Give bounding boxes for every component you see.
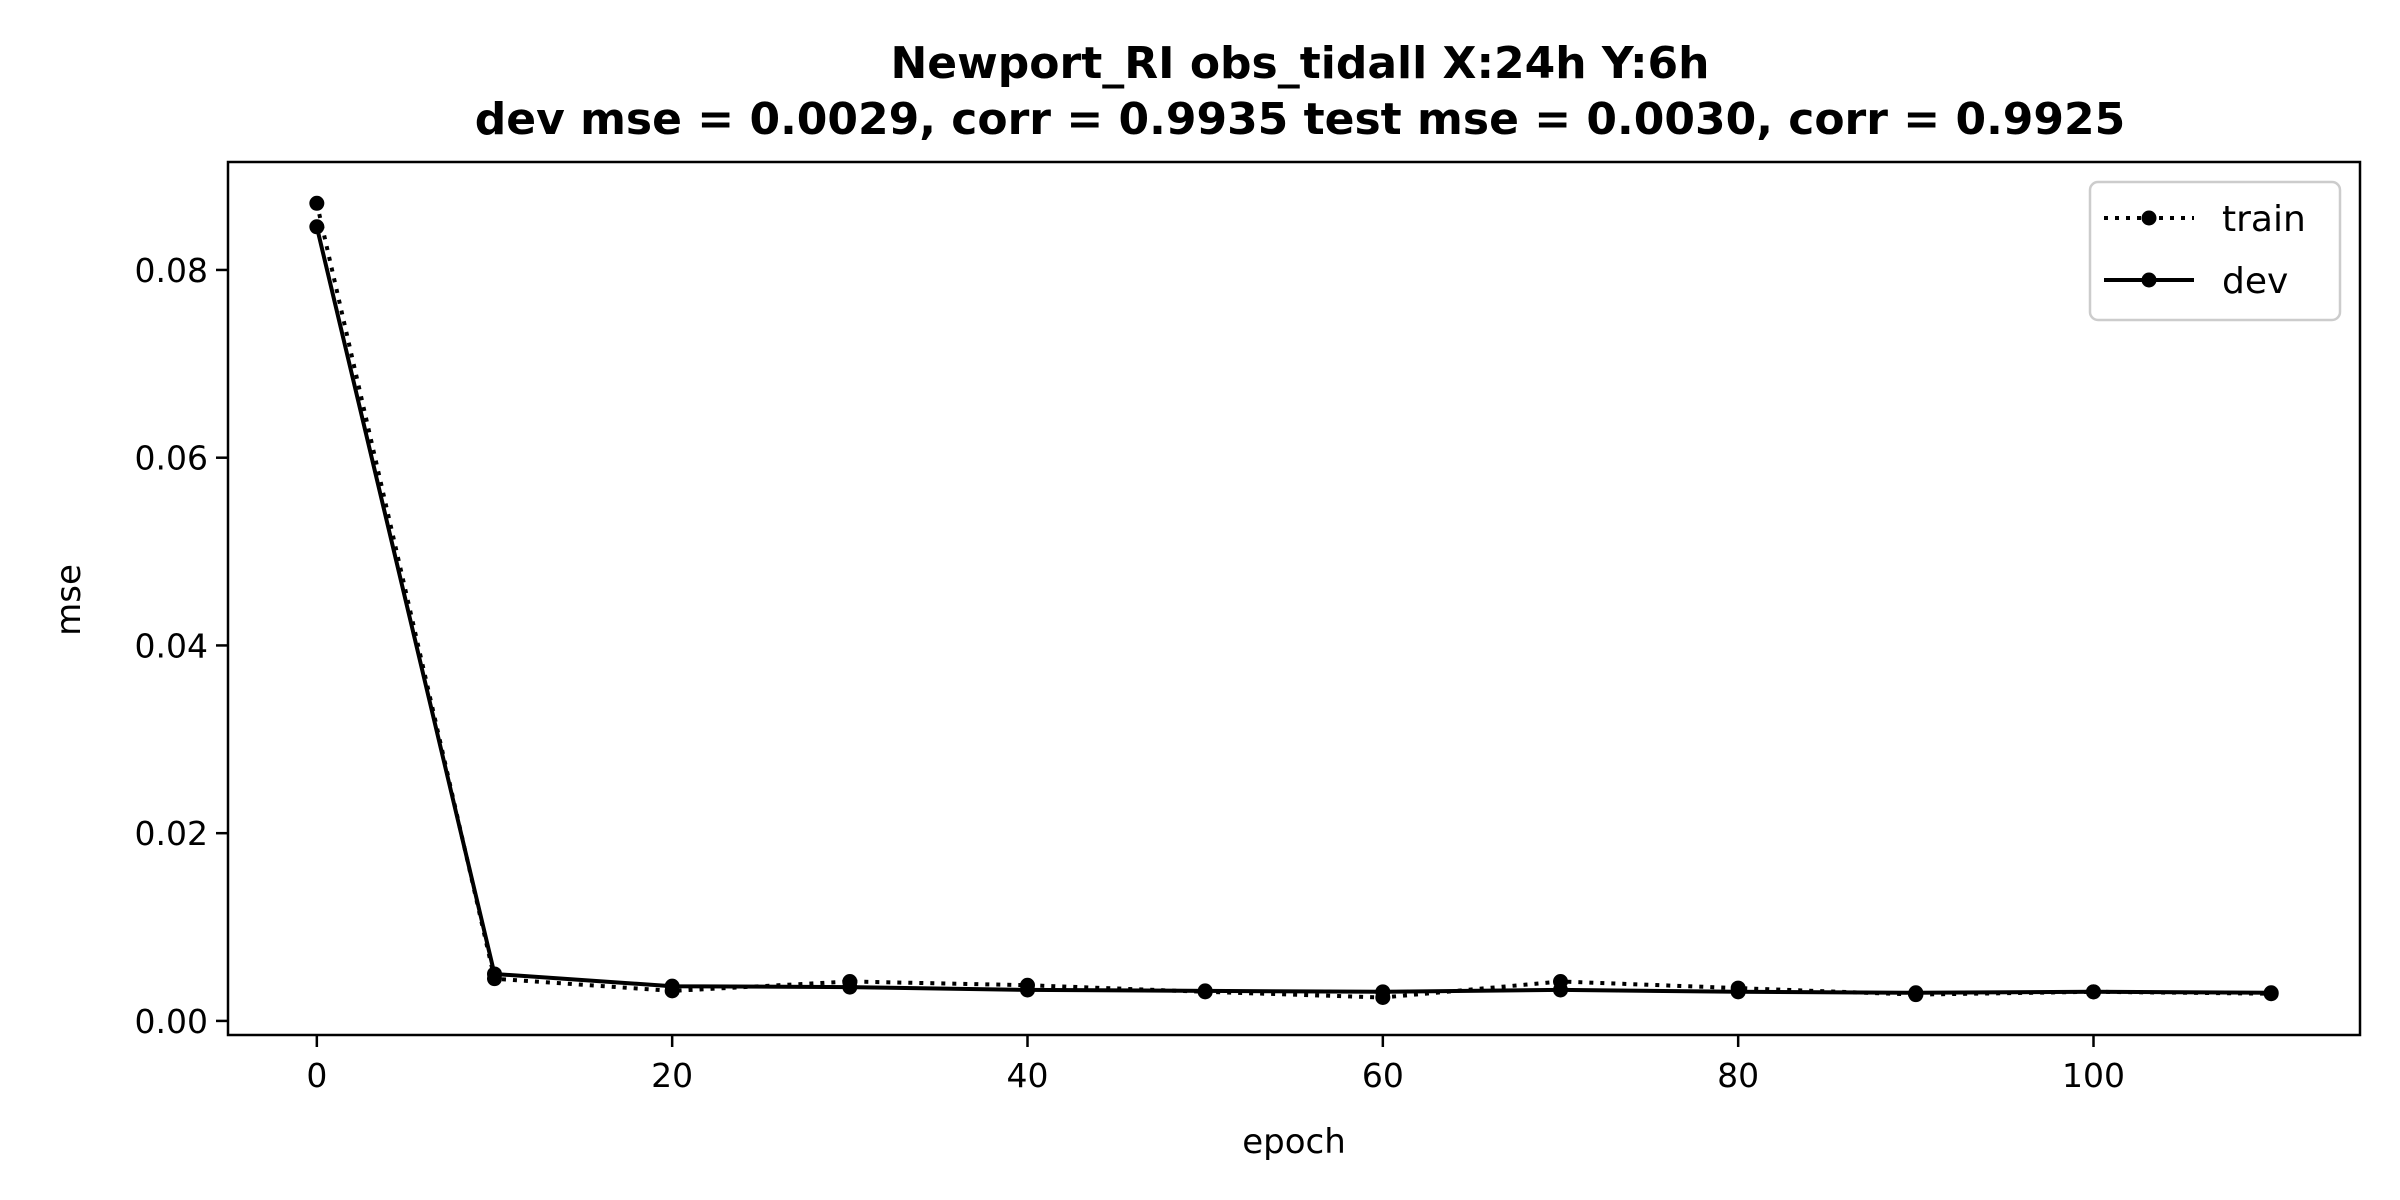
data-point-dev — [1197, 983, 1213, 999]
x-tick-label: 0 — [306, 1056, 327, 1095]
y-axis: 0.00 0.02 0.04 0.06 0.08 — [135, 251, 228, 1041]
chart-title-line2: dev mse = 0.0029, corr = 0.9935 test mse… — [475, 94, 2126, 145]
data-point-dev — [2086, 984, 2101, 1000]
y-tick-label: 0.08 — [135, 251, 208, 290]
legend-marker-train — [2141, 210, 2157, 226]
data-point-dev — [309, 219, 325, 235]
legend-marker-dev — [2141, 272, 2157, 288]
legend-label-dev: dev — [2222, 261, 2288, 302]
data-point-dev — [842, 979, 858, 995]
x-tick-label: 40 — [1007, 1056, 1049, 1095]
x-tick-label: 80 — [1717, 1056, 1759, 1095]
x-axis-label: epoch — [1242, 1122, 1346, 1162]
x-tick-label: 100 — [2062, 1056, 2125, 1095]
legend-label-train: train — [2222, 199, 2306, 240]
data-point-dev — [487, 966, 502, 982]
plot-area — [309, 195, 2279, 1005]
y-tick-label: 0.00 — [135, 1002, 208, 1041]
data-point-dev — [1730, 984, 1746, 1000]
data-point-dev — [1908, 985, 1924, 1001]
data-point-dev — [1020, 982, 1035, 998]
data-point-dev — [664, 978, 680, 994]
data-point-dev — [1553, 982, 1568, 998]
x-tick-label: 20 — [651, 1056, 693, 1095]
y-tick-label: 0.04 — [135, 626, 208, 665]
plot-frame — [226, 160, 2362, 1037]
series-line-dev — [314, 226, 2272, 995]
x-tick-label: 60 — [1362, 1056, 1404, 1095]
series-line-train — [314, 202, 2272, 1000]
legend: train dev — [2088, 180, 2342, 322]
data-point-dev — [2263, 985, 2279, 1001]
x-axis: 0 20 40 60 80 100 — [306, 1035, 2125, 1095]
y-tick-label: 0.02 — [135, 814, 208, 853]
y-tick-label: 0.06 — [135, 439, 208, 478]
y-axis-label: mse — [49, 564, 89, 636]
data-point-dev — [1375, 984, 1391, 1000]
data-point-train — [309, 195, 325, 211]
chart-title-line1: Newport_RI obs_tidall X:24h Y:6h — [890, 38, 1709, 89]
